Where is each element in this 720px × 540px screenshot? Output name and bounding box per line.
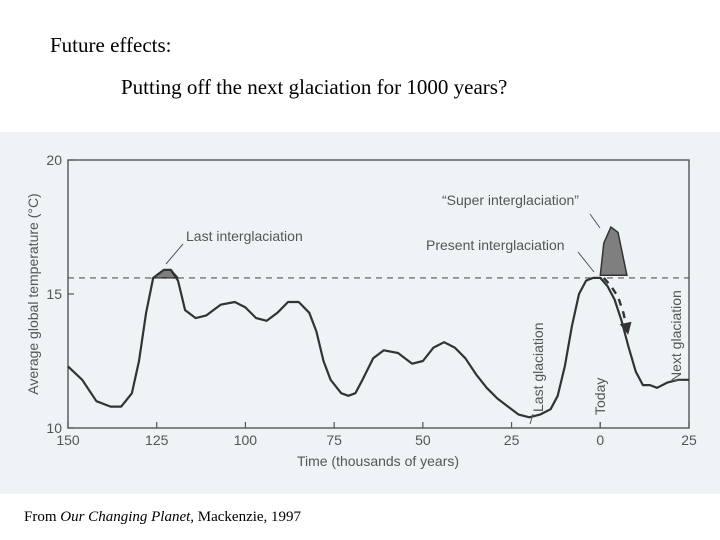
leader-last-interglaciation	[165, 243, 184, 265]
source-prefix: From	[24, 509, 61, 525]
annotation-last-glaciation: Last glaciation	[530, 322, 546, 412]
chart-background	[0, 132, 720, 494]
leader-super-interglaciation	[589, 213, 601, 229]
temperature-chart: 150 125 100 75 50 25 0 25 10 15 20 Last interglaci…	[0, 132, 720, 494]
y-tick-label: 15	[46, 286, 62, 302]
leader-last-glaciation	[529, 413, 534, 425]
temperature-curve	[67, 268, 689, 419]
annotation-last-interglaciation: Last interglaciation	[186, 228, 303, 244]
x-axis-label: Time (thousands of years)	[297, 453, 459, 469]
source-caption: From Our Changing Planet, Mackenzie, 199…	[24, 509, 301, 526]
annotation-super-interglaciation: “Super interglaciation”	[442, 192, 579, 208]
y-tick-label: 20	[46, 152, 62, 168]
annotation-today: Today	[592, 378, 608, 415]
source-title: Our Changing Planet	[60, 509, 191, 525]
leader-present-interglaciation	[577, 251, 595, 273]
shaded-peak-1	[599, 225, 628, 276]
x-tick-label: 25	[681, 432, 697, 448]
x-tick-label: 0	[596, 432, 604, 448]
source-suffix: , Mackenzie, 1997	[190, 509, 302, 525]
chart-panel: 150 125 100 75 50 25 0 25 10 15 20 Last interglaci…	[0, 132, 720, 494]
x-tick-label: 25	[504, 432, 520, 448]
y-tick-label: 10	[46, 420, 62, 436]
x-tick-label: 125	[145, 432, 169, 448]
y-axis-label: Average global temperature (°C)	[25, 193, 41, 394]
x-tick-label: 50	[415, 432, 431, 448]
axis-ticks: 150 125 100 75 50 25 0 25 10 15 20	[46, 152, 697, 448]
annotation-next-glaciation: Next glaciation	[668, 290, 684, 382]
slide-subheading: Putting off the next glaciation for 1000…	[121, 75, 508, 99]
x-tick-label: 100	[234, 432, 258, 448]
x-tick-label: 75	[326, 432, 342, 448]
projection-arrowhead	[619, 321, 632, 335]
annotation-present-interglaciation: Present interglaciation	[426, 237, 565, 253]
x-tick-label: 150	[56, 432, 80, 448]
slide-heading: Future effects:	[50, 33, 172, 57]
